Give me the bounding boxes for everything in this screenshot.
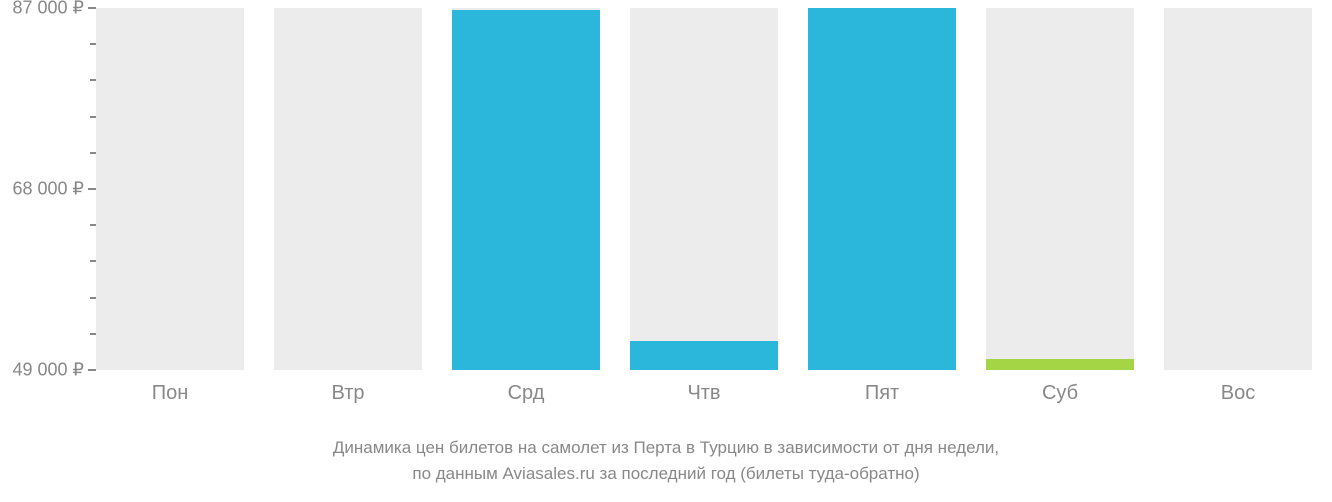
- y-tick-mark: [88, 369, 96, 371]
- chart-caption-line1: Динамика цен билетов на самолет из Перта…: [0, 436, 1332, 461]
- chart-caption-line2: по данным Aviasales.ru за последний год …: [0, 462, 1332, 487]
- x-tick-label: Вос: [1221, 370, 1255, 405]
- chart-column: Пят: [808, 8, 956, 370]
- y-axis: 87 000 ₽68 000 ₽49 000 ₽: [0, 0, 96, 370]
- x-tick-label: Чтв: [687, 370, 720, 405]
- chart-column: Чтв: [630, 8, 778, 370]
- column-background: [986, 8, 1134, 370]
- x-tick-label: Пят: [865, 370, 899, 405]
- price-by-weekday-chart: 87 000 ₽68 000 ₽49 000 ₽ ПонВтрСрдЧтвПят…: [0, 0, 1332, 502]
- y-tick-label: 49 000 ₽: [12, 360, 84, 381]
- column-background: [96, 8, 244, 370]
- x-tick-label: Суб: [1042, 370, 1078, 405]
- chart-column: Вос: [1164, 8, 1312, 370]
- column-background: [274, 8, 422, 370]
- column-background: [630, 8, 778, 370]
- bar: [452, 10, 600, 370]
- bar: [630, 341, 778, 370]
- bar: [808, 8, 956, 370]
- chart-column: Срд: [452, 8, 600, 370]
- x-tick-label: Срд: [508, 370, 545, 405]
- plot-area: ПонВтрСрдЧтвПятСубВос: [96, 8, 1326, 370]
- x-tick-label: Втр: [332, 370, 365, 405]
- y-tick-label: 68 000 ₽: [12, 179, 84, 200]
- chart-column: Втр: [274, 8, 422, 370]
- y-tick-label: 87 000 ₽: [12, 0, 84, 19]
- bar: [986, 359, 1134, 370]
- chart-column: Пон: [96, 8, 244, 370]
- y-tick-mark: [88, 7, 96, 9]
- chart-column: Суб: [986, 8, 1134, 370]
- column-background: [1164, 8, 1312, 370]
- y-tick-mark: [88, 188, 96, 190]
- x-tick-label: Пон: [152, 370, 189, 405]
